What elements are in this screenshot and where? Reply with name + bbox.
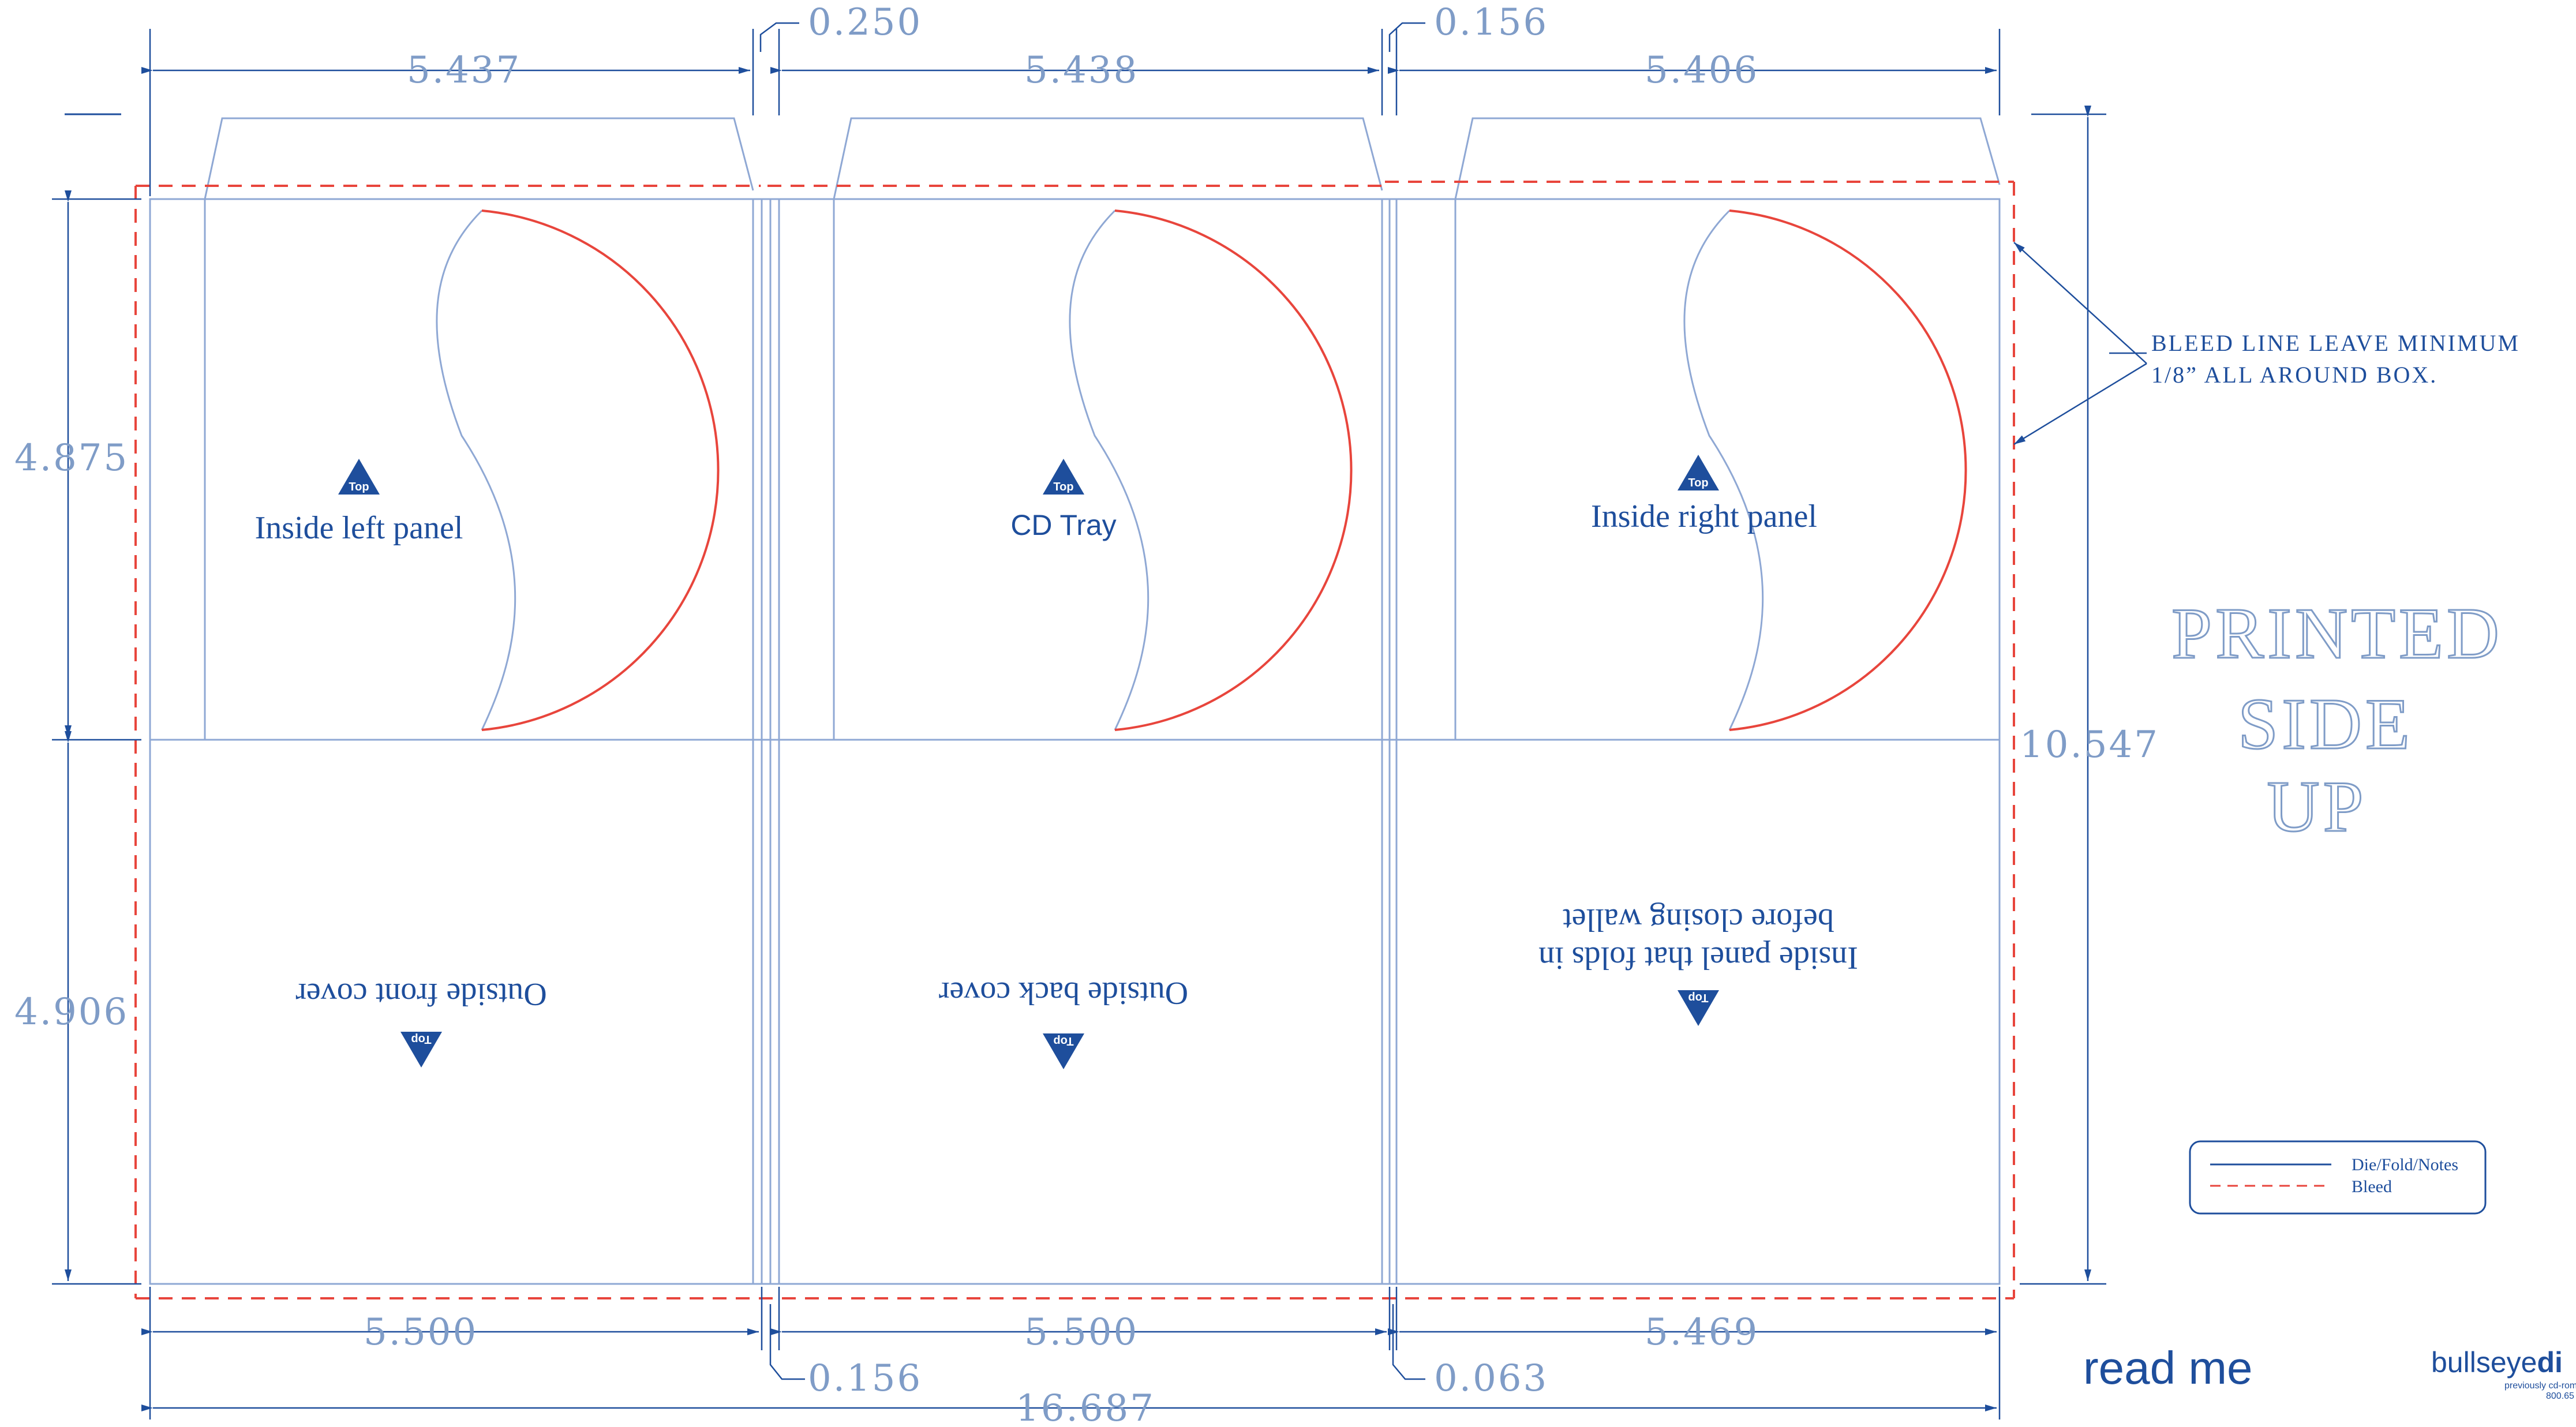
top-marker-cd-tray: Top xyxy=(1043,459,1084,495)
disc-curve-left xyxy=(481,209,720,731)
panel-label-outside-front: Outside front cover xyxy=(295,976,547,1012)
crescent-center-die xyxy=(1069,209,1150,731)
printed-side-up-1: PRINTED xyxy=(2171,594,2503,674)
top-marker-inside-right: Top xyxy=(1678,455,1719,490)
disc-curve-center xyxy=(1114,209,1353,731)
read-me-link[interactable]: read me xyxy=(2083,1342,2252,1394)
panel-label-inside-fold-1: Inside panel that folds in xyxy=(1538,940,1858,976)
brand-logo: bullseyedi previously cd-rom 800.65 xyxy=(2431,1346,2576,1401)
legend: Die/Fold/Notes Bleed xyxy=(2189,1140,2487,1215)
svg-text:Top: Top xyxy=(411,1033,431,1046)
svg-text:Top: Top xyxy=(1688,477,1708,489)
disc-curves xyxy=(481,209,1967,731)
dim-bottom-right: 5.469 xyxy=(1645,1311,1759,1354)
dim-bottom-gap-2: 0.063 xyxy=(1434,1357,1548,1400)
panel-label-inside-left: Inside left panel xyxy=(255,510,463,546)
panel-outside-front: Top Outside front cover xyxy=(295,976,547,1068)
dim-top-gap-2: 0.156 xyxy=(1434,1,1548,44)
outer-die-rect xyxy=(149,198,2001,1285)
panel-outside-back: Top Outside back cover xyxy=(939,975,1189,1069)
dim-top-right: 5.406 xyxy=(1645,49,1759,92)
legend-bleed-label: Bleed xyxy=(2352,1177,2392,1196)
dim-top-center: 5.438 xyxy=(1024,49,1139,92)
top-marker-inside-left: Top xyxy=(338,459,380,495)
panel-label-inside-right: Inside right panel xyxy=(1591,499,1817,534)
dim-left-upper: 4.875 xyxy=(14,437,129,480)
top-tab-left xyxy=(204,117,754,200)
svg-text:bullseyedi: bullseyedi xyxy=(2431,1346,2563,1379)
panel-label-outside-back: Outside back cover xyxy=(939,975,1189,1011)
bleed-note-line-2: 1/8” ALL AROUND BOX. xyxy=(2151,362,2438,388)
dim-left-lower: 4.906 xyxy=(14,991,129,1033)
crescent-left-die xyxy=(436,209,516,731)
die-lines xyxy=(149,117,2001,1285)
dim-top-left: 5.437 xyxy=(407,49,521,92)
svg-text:Top: Top xyxy=(1053,1035,1073,1047)
svg-text:previously cd-rom: previously cd-rom xyxy=(2504,1381,2576,1391)
dim-right-total: 10.547 xyxy=(2020,724,2159,766)
dimension-labels: 5.437 0.250 5.438 0.156 5.406 4.875 4.90… xyxy=(14,1,2159,1427)
printed-side-up-2: SIDE xyxy=(2238,684,2413,765)
top-tab-right xyxy=(1454,117,2001,200)
svg-text:Top: Top xyxy=(349,481,369,493)
disc-curve-right xyxy=(1729,209,1967,731)
top-tab-center xyxy=(833,117,1383,200)
dim-bottom-gap-1: 0.156 xyxy=(808,1357,922,1400)
bleed-line xyxy=(134,181,2015,1299)
dimension-lines xyxy=(52,22,2147,1419)
svg-text:800.65: 800.65 xyxy=(2546,1391,2574,1401)
bleed-note-line-1: BLEED LINE LEAVE MINIMUM xyxy=(2151,330,2520,356)
dim-bottom-left: 5.500 xyxy=(364,1311,478,1354)
dim-bottom-center: 5.500 xyxy=(1024,1311,1139,1354)
svg-text:Top: Top xyxy=(1053,481,1073,493)
crescent-right-die xyxy=(1683,209,1764,731)
svg-text:Top: Top xyxy=(1688,991,1708,1004)
panel-label-cd-tray: CD Tray xyxy=(1010,509,1116,541)
dim-overall-width: 16.687 xyxy=(1016,1387,1155,1427)
legend-die-label: Die/Fold/Notes xyxy=(2352,1155,2458,1174)
panel-label-inside-fold-2: before closing wallet xyxy=(1563,902,1834,938)
printed-side-up-3: UP xyxy=(2267,767,2367,847)
dim-top-gap-1: 0.250 xyxy=(808,1,922,44)
panel-inside-fold: Top Inside panel that folds in before cl… xyxy=(1538,902,1858,1026)
